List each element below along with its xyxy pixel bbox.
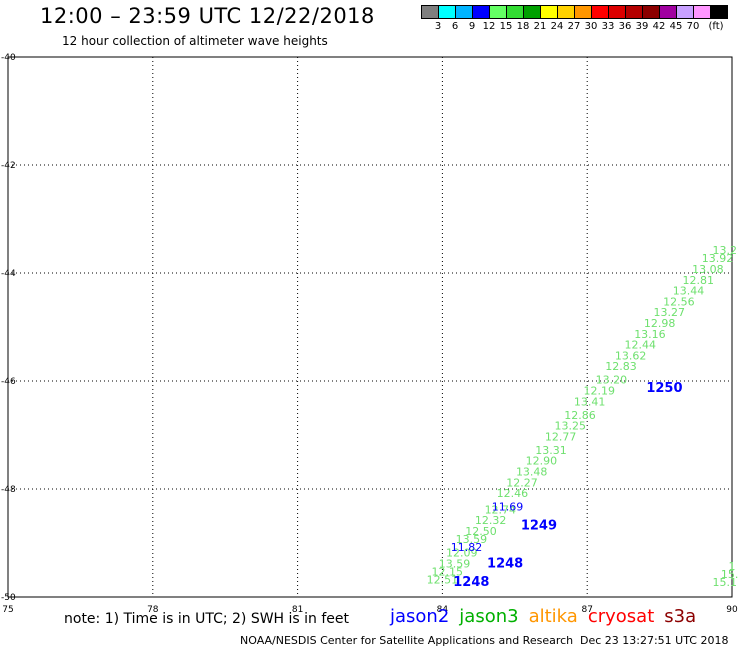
jason2-swh-label: 11.82 xyxy=(451,541,483,554)
color-scale-labels: 3 6 9 12 15 18 21 24 27 30 33 36 39 42 45 70 (ft) xyxy=(421,21,727,35)
color-scale-label: 27 xyxy=(567,21,581,32)
color-scale-label: 45 xyxy=(669,21,683,32)
jason3-swh-label: 12.83 xyxy=(605,360,637,373)
jason3-swh-label: 12.50 xyxy=(465,525,497,538)
color-scale-label: 15 xyxy=(499,21,513,32)
color-scale-label: 21 xyxy=(533,21,547,32)
color-scale-label: 42 xyxy=(652,21,666,32)
legend-entry: cryosat xyxy=(587,606,655,627)
chart-title: 12:00 – 23:59 UTC 12/22/2018 xyxy=(40,4,375,28)
color-scale-label: 9 xyxy=(468,21,476,32)
x-tick-label: 84 xyxy=(437,605,449,615)
color-scale-label: 24 xyxy=(550,21,564,32)
plot-frame xyxy=(7,56,733,598)
color-scale-unit: (ft) xyxy=(708,21,724,32)
y-tick-label: -48 xyxy=(1,485,16,495)
jason3-swh-label: 13.48 xyxy=(516,466,548,479)
chart-subtitle: 12 hour collection of altimeter wave hei… xyxy=(62,34,328,48)
legend-entry: jason3 xyxy=(459,606,519,627)
jason3-swh-label: 13.59 xyxy=(439,557,471,570)
jason3-swh-label: 12.19 xyxy=(584,385,616,398)
color-scale-label: 12 xyxy=(482,21,496,32)
color-scale: 3 6 9 12 15 18 21 24 27 30 33 36 39 42 45 70 (ft) xyxy=(421,5,728,35)
jason3-swh-label: 13.20 xyxy=(596,374,628,387)
footer-timestamp: Dec 23 13:27:51 UTC 2018 xyxy=(580,634,729,647)
jason3-swh-label: 12.86 xyxy=(564,409,596,422)
note-text: note: 1) Time is in UTC; 2) SWH is in fe… xyxy=(64,611,350,627)
x-tick-label: 75 xyxy=(2,605,13,615)
jason2-swh-label: 11.69 xyxy=(492,501,524,514)
jason3-swh-label: 12.51 xyxy=(427,574,459,587)
jason3-swh-label: 13.41 xyxy=(574,395,606,408)
jason3-swh-label: 13.62 xyxy=(615,349,647,362)
y-tick-label: -44 xyxy=(1,269,16,279)
jason2-time-label: 1250 xyxy=(646,381,682,396)
x-tick-label: 90 xyxy=(726,605,738,615)
color-scale-label: 33 xyxy=(601,21,615,32)
color-scale-label: 70 xyxy=(686,21,700,32)
jason3-swh-label: 12.81 xyxy=(682,274,714,287)
jason3-swh-label: 12.98 xyxy=(644,317,676,330)
color-scale-label: 39 xyxy=(635,21,649,32)
jason3-swh-label: 12.15 xyxy=(431,565,463,578)
y-tick-label: -46 xyxy=(1,377,16,387)
y-tick-label: -42 xyxy=(1,161,16,171)
x-tick-label: 81 xyxy=(292,605,303,615)
jason3-swh-label: 12.56 xyxy=(663,295,695,308)
jason3-swh-label: 15. xyxy=(721,568,739,581)
jason3-swh-label: 12.32 xyxy=(475,514,507,527)
satellite-legend: jason2 jason3 altika cryosat s3a xyxy=(390,606,706,627)
jason3-swh-label: 13.31 xyxy=(535,444,567,457)
color-scale-label: 6 xyxy=(451,21,459,32)
jason3-swh-label: 12.09 xyxy=(446,547,478,560)
jason3-swh-label: 15.1 xyxy=(713,576,738,589)
color-scale-label: 30 xyxy=(584,21,598,32)
color-scale-label: 36 xyxy=(618,21,632,32)
x-tick-label: 87 xyxy=(581,605,592,615)
jason3-swh-label: 12.44 xyxy=(625,339,657,352)
jason3-swh-label: 13.44 xyxy=(673,285,705,298)
jason3-swh-label: 13.92 xyxy=(702,252,734,265)
jason3-swh-label: 13.08 xyxy=(692,263,724,276)
jason3-swh-label: 12.27 xyxy=(506,476,538,489)
legend-entry: jason2 xyxy=(390,606,450,627)
footer-credit: NOAA/NESDIS Center for Satellite Applica… xyxy=(240,634,574,647)
jason3-swh-label: 13.16 xyxy=(634,328,666,341)
y-tick-label: -50 xyxy=(1,593,16,603)
jason3-swh-label: 12.74 xyxy=(485,503,517,516)
jason3-swh-label: 12.90 xyxy=(526,455,558,468)
legend-entry: altika xyxy=(528,606,578,627)
jason3-swh-label: 13.2 xyxy=(713,244,738,257)
jason2-time-label: 1249 xyxy=(521,519,557,534)
x-tick-label: 78 xyxy=(147,605,159,615)
y-tick-label: -40 xyxy=(1,53,16,63)
jason3-swh-label: 13.27 xyxy=(654,306,686,319)
color-swatch xyxy=(710,5,728,19)
legend-entry: s3a xyxy=(664,606,697,627)
jason3-swh-label: 1 xyxy=(729,560,736,573)
jason3-swh-label: 13.25 xyxy=(555,420,587,433)
color-scale-label: 18 xyxy=(516,21,530,32)
jason2-time-label: 1248 xyxy=(487,556,523,571)
color-scale-swatches xyxy=(421,5,728,19)
jason3-swh-label: 12.77 xyxy=(545,430,577,443)
jason3-swh-label: 12.46 xyxy=(497,487,529,500)
jason3-swh-label: 13.59 xyxy=(456,533,488,546)
jason2-time-label: 1248 xyxy=(453,575,489,590)
footer: NOAA/NESDIS Center for Satellite Applica… xyxy=(240,634,728,647)
color-scale-label: 3 xyxy=(434,21,442,32)
